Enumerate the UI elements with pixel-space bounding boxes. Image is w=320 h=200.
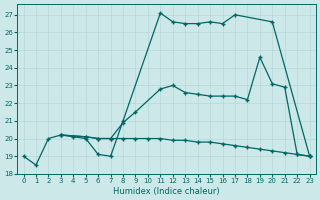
X-axis label: Humidex (Indice chaleur): Humidex (Indice chaleur) [113, 187, 220, 196]
